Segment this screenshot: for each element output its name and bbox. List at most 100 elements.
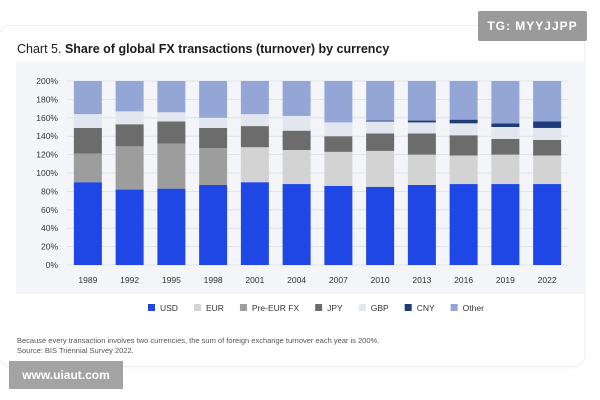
bar-segment-gbp: [533, 127, 562, 140]
bar-segment-other: [449, 81, 478, 120]
x-tick-label: 2001: [245, 275, 264, 285]
bar-segment-gbp: [240, 114, 269, 127]
bar-segment-jpy: [157, 121, 186, 144]
legend-label: EUR: [206, 303, 224, 313]
bar-segment-gbp: [115, 111, 144, 125]
legend-swatch: [404, 304, 412, 311]
y-tick-label: 200%: [36, 76, 58, 86]
legend-label: USD: [160, 303, 178, 313]
bar-segment-eur: [324, 151, 353, 186]
y-tick-label: 120%: [36, 150, 58, 160]
footnote-line-1: Because every transaction involves two c…: [17, 336, 380, 345]
y-tick-label: 40%: [41, 223, 58, 233]
bar-segment-usd: [324, 185, 353, 265]
legend-swatch: [193, 304, 201, 311]
bar-segment-jpy: [282, 130, 311, 150]
footnote-source: Source: BIS Triennial Survey 2022.: [17, 346, 134, 355]
bar-segment-usd: [533, 184, 562, 265]
x-tick-label: 2022: [538, 275, 557, 285]
bar-segment-jpy: [366, 133, 395, 151]
bar-segment-other: [73, 81, 102, 115]
bar-segment-cny: [366, 120, 395, 122]
bar-segment-usd: [73, 182, 102, 265]
bar-segment-cny: [491, 123, 520, 127]
bar-segment-eur: [449, 155, 478, 185]
bar-segment-pre-eur-fx: [199, 148, 228, 185]
url-watermark: www.uiaut.com: [9, 361, 123, 389]
x-tick-label: 2013: [412, 275, 431, 285]
legend-label: CNY: [417, 303, 435, 313]
bar-segment-gbp: [491, 127, 520, 139]
bar-segment-other: [157, 81, 186, 113]
bar-segment-gbp: [407, 122, 436, 134]
bar-segment-usd: [157, 188, 186, 265]
bar-segment-other: [282, 81, 311, 116]
bar-segment-eur: [240, 147, 269, 183]
x-tick-label: 2016: [454, 275, 473, 285]
bar-segment-eur: [282, 150, 311, 185]
bar-segment-pre-eur-fx: [115, 146, 144, 190]
chart-title-prefix: Chart 5.: [17, 42, 62, 56]
bar-segment-other: [324, 81, 353, 123]
bar-segment-other: [407, 81, 436, 121]
legend-label: JPY: [327, 303, 343, 313]
bar-segment-jpy: [324, 136, 353, 152]
y-tick-label: 20%: [41, 242, 58, 252]
bar-segment-usd: [366, 186, 395, 265]
bar-segment-jpy: [240, 126, 269, 148]
x-tick-label: 2019: [496, 275, 515, 285]
legend-swatch: [358, 304, 366, 311]
bar-segment-other: [115, 81, 144, 112]
legend-swatch: [239, 304, 247, 311]
legend-swatch: [148, 304, 155, 311]
bar-segment-usd: [449, 184, 478, 265]
bar-segment-gbp: [449, 123, 478, 136]
bar-segment-usd: [199, 184, 228, 265]
bar-segment-usd: [491, 184, 520, 265]
y-tick-label: 60%: [41, 205, 58, 215]
bar-segment-usd: [240, 182, 269, 265]
bar-segment-usd: [407, 184, 436, 265]
y-tick-label: 140%: [36, 131, 58, 141]
bar-segment-cny: [407, 120, 436, 123]
bar-segment-jpy: [491, 138, 520, 155]
legend-label: Pre-EUR FX: [252, 303, 300, 313]
bar-segment-gbp: [324, 122, 353, 137]
y-tick-label: 0%: [46, 260, 59, 270]
legend-swatch: [315, 304, 323, 311]
chart-footnote: Because every transaction involves two c…: [17, 336, 379, 356]
x-tick-label: 1995: [162, 275, 181, 285]
bar-segment-eur: [407, 154, 436, 185]
legend-swatch: [450, 304, 458, 311]
bar-segment-eur: [491, 154, 520, 185]
x-tick-label: 2010: [371, 275, 390, 285]
bar-segment-other: [533, 81, 562, 122]
legend-label: GBP: [371, 303, 389, 313]
y-tick-label: 180%: [36, 94, 58, 104]
bar-segment-jpy: [115, 124, 144, 147]
x-tick-label: 1989: [78, 275, 97, 285]
bar-segment-eur: [366, 150, 395, 187]
x-tick-label: 2004: [287, 275, 306, 285]
y-tick-label: 80%: [41, 186, 58, 196]
bar-segment-jpy: [407, 133, 436, 155]
bar-segment-gbp: [73, 114, 102, 128]
bar-segment-gbp: [157, 112, 186, 122]
bar-segment-other: [199, 81, 228, 118]
x-tick-label: 2007: [329, 275, 348, 285]
bar-segment-usd: [115, 189, 144, 265]
bar-segment-jpy: [533, 139, 562, 156]
bar-segment-jpy: [199, 127, 228, 149]
y-tick-label: 100%: [36, 168, 58, 178]
x-tick-label: 1992: [120, 275, 139, 285]
bar-segment-cny: [449, 119, 478, 124]
tg-watermark: TG: MYYJJPP: [478, 11, 587, 41]
legend-label: Other: [463, 303, 484, 313]
chart-title: Chart 5. Share of global FX transactions…: [17, 42, 389, 56]
bar-segment-pre-eur-fx: [157, 143, 186, 189]
bar-segment-gbp: [199, 117, 228, 128]
bar-segment-eur: [533, 155, 562, 185]
bar-segment-jpy: [449, 135, 478, 156]
bar-segment-pre-eur-fx: [73, 153, 102, 183]
